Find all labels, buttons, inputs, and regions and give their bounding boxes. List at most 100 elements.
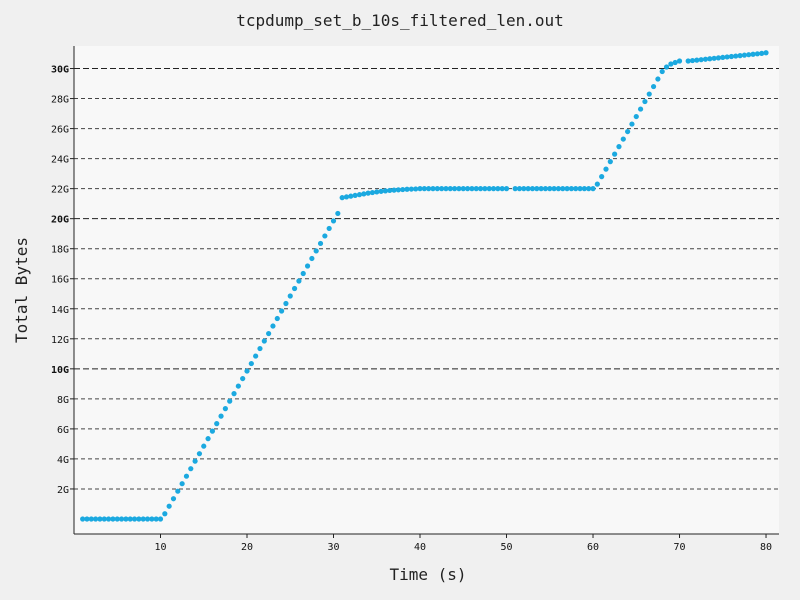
data-point [131, 516, 138, 522]
data-point [287, 293, 293, 299]
data-point [542, 186, 549, 192]
data-point [555, 186, 562, 192]
data-point [274, 315, 280, 322]
data-point [464, 186, 471, 192]
data-point [672, 59, 678, 66]
data-point [720, 54, 726, 61]
data-point [196, 451, 203, 457]
data-point [339, 195, 345, 201]
data-point [400, 186, 406, 193]
data-point [642, 98, 648, 105]
data-point [650, 83, 657, 90]
data-point [659, 68, 665, 75]
data-point [646, 91, 652, 97]
y-tick-label: 22G [51, 185, 69, 196]
data-point [594, 181, 600, 187]
y-tick-label: 18G [51, 245, 69, 256]
data-point [192, 458, 198, 464]
tick-labels: 2G 4G 6G 8G 10G 12G 14G 16G 18G 20G 22G 24G 26G 28G 30… [51, 65, 772, 553]
data-point [304, 263, 311, 269]
data-point [521, 186, 527, 192]
axes [70, 46, 779, 538]
data-point [482, 186, 488, 192]
x-tick-label: 60 [587, 542, 599, 553]
data-point [183, 473, 190, 479]
data-point [352, 192, 358, 199]
data-point [417, 186, 423, 192]
data-point [335, 210, 341, 217]
data-point [612, 151, 618, 157]
data-point [279, 308, 285, 314]
data-point [222, 406, 228, 412]
data-point [707, 56, 713, 62]
data-point [560, 186, 566, 192]
data-point [685, 58, 691, 64]
data-point [698, 57, 704, 63]
data-point [439, 186, 445, 192]
x-tick-label: 40 [414, 542, 426, 553]
y-tick-label: 20G [51, 215, 69, 226]
x-axis-label: Time (s) [389, 565, 466, 584]
data-point [244, 368, 250, 374]
data-point [162, 511, 168, 517]
data-point [490, 186, 497, 192]
data-point [209, 428, 216, 434]
data-point [477, 186, 484, 192]
data-point [140, 516, 146, 522]
data-point [326, 225, 332, 232]
data-point [101, 516, 107, 522]
y-tick-label: 4G [57, 455, 69, 466]
data-point [499, 186, 505, 192]
data-point [153, 516, 159, 522]
y-tick-label: 2G [57, 485, 69, 496]
data-point [201, 443, 207, 449]
data-point [754, 51, 760, 57]
data-point [443, 186, 449, 192]
data-point [655, 76, 661, 82]
data-point [240, 375, 246, 382]
data-point [413, 186, 419, 192]
data-point [248, 360, 254, 367]
data-point [157, 516, 164, 522]
data-point [369, 189, 376, 196]
data-point [547, 186, 553, 192]
data-point [733, 53, 739, 59]
data-point [469, 186, 475, 192]
data-point [568, 186, 574, 192]
data-point [551, 186, 557, 192]
data-point [93, 516, 99, 522]
data-point [573, 186, 579, 192]
data-point [525, 186, 531, 192]
data-point [486, 186, 492, 192]
data-point [426, 186, 432, 192]
x-tick-label: 50 [500, 542, 512, 553]
data-point [620, 136, 626, 142]
data-point [175, 488, 181, 494]
data-point [577, 186, 583, 192]
data-point [689, 57, 696, 64]
data-point [421, 186, 427, 192]
x-tick-label: 70 [673, 542, 685, 553]
data-point [80, 516, 86, 522]
data-point [261, 338, 267, 344]
data-point [694, 57, 700, 63]
data-point [746, 52, 752, 58]
data-point [629, 121, 635, 127]
data-point [391, 187, 397, 193]
data-point [309, 255, 315, 262]
data-point [270, 323, 276, 329]
y-tick-label: 12G [51, 335, 69, 346]
data-point [235, 383, 241, 389]
data-point [473, 186, 479, 192]
data-point [759, 50, 765, 56]
y-tick-label: 16G [51, 275, 69, 286]
data-point [365, 190, 371, 196]
data-point [590, 186, 596, 192]
gridlines [74, 68, 779, 490]
data-point [637, 106, 644, 112]
data-point [106, 516, 112, 522]
data-point [166, 503, 172, 509]
data-point [317, 240, 324, 247]
data-point [149, 516, 155, 522]
